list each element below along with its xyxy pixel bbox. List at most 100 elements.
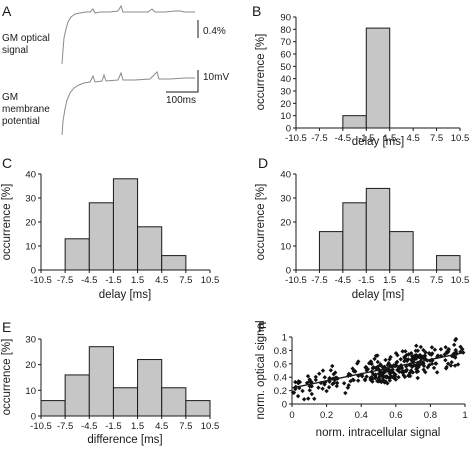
scatter-point (387, 371, 393, 376)
y-tick-label: 0.6 (274, 359, 287, 370)
regression-line (291, 351, 466, 389)
y-tick-label: 0.2 (274, 386, 287, 397)
scatter-point (415, 375, 420, 381)
scatter-point (414, 343, 419, 348)
histogram-bar (88, 202, 114, 271)
histogram-bar (137, 359, 163, 417)
y-tick-label: 60 (280, 50, 291, 61)
scatter-point (429, 345, 435, 350)
histogram-bar (40, 400, 66, 417)
optical-label-line-1: GM optical (2, 33, 50, 44)
optical-scale-label: 0.4% (203, 26, 226, 37)
scatter-point (317, 371, 322, 376)
scatter-point (320, 368, 326, 373)
scatter-point (300, 388, 305, 394)
histogram-bar (64, 238, 90, 271)
scatter-point (403, 349, 408, 354)
y-tick-label: 0 (31, 412, 36, 423)
scatter-point (406, 357, 411, 362)
y-tick-label: 50 (280, 62, 291, 73)
scatter-point (444, 364, 449, 370)
x-axis-label: norm. intracellular signal (316, 427, 441, 439)
y-tick-label: 70 (280, 37, 291, 48)
scatter-point (390, 367, 395, 372)
scatter-point (372, 356, 377, 362)
panel-letter-b: B (252, 3, 261, 19)
scatter-point (383, 374, 388, 380)
panel-a: A GM optical signal GM membrane potentia… (2, 3, 229, 136)
scatter-point (324, 388, 329, 394)
membrane-label-line-3: potential (2, 116, 40, 127)
scatter-point (421, 347, 426, 353)
histogram-bar (342, 202, 367, 271)
scatter-point (313, 377, 318, 383)
scatter-point (305, 373, 311, 379)
scatter-point (353, 369, 358, 374)
y-tick-label: 0 (282, 400, 287, 411)
scatter-point (432, 347, 438, 352)
scatter-point (350, 366, 355, 371)
x-tick-label: 0.4 (355, 410, 368, 421)
scatter-point (406, 352, 411, 357)
scatter-point (368, 360, 373, 365)
y-tick-label: 10 (280, 111, 291, 122)
scatter-point (322, 375, 327, 380)
scatter-point (330, 381, 335, 387)
x-tick-label: 1.5 (383, 275, 396, 286)
scatter-point (375, 365, 380, 371)
scatter-point (396, 375, 401, 380)
x-tick-label: 10.5 (451, 275, 470, 286)
x-tick-label: -10.5 (30, 421, 52, 432)
scatter-point (306, 396, 311, 401)
scatter-point (348, 378, 353, 384)
histogram-bar (365, 27, 391, 129)
x-tick-label: 0.2 (320, 410, 333, 421)
y-tick-label: 40 (280, 74, 291, 85)
histogram-bar (112, 387, 139, 417)
histogram-bar (137, 226, 163, 271)
scatter-point (307, 378, 312, 384)
scatter-point (375, 353, 380, 358)
histogram-bar (365, 187, 391, 271)
scatter-point (418, 362, 423, 367)
x-tick-label: -4.5 (81, 275, 97, 286)
x-tick-label: 4.5 (407, 275, 420, 286)
x-tick-label: -1.5 (358, 275, 374, 286)
x-tick-label: 7.5 (179, 421, 192, 432)
x-tick-label: 4.5 (155, 275, 168, 286)
scatter-point (334, 383, 339, 389)
x-tick-label: 10.5 (201, 275, 220, 286)
scatter-point (429, 352, 434, 357)
scatter-point (373, 376, 378, 381)
scatter-point (434, 370, 440, 375)
x-tick-label: 10.5 (451, 133, 470, 144)
scatter-point (452, 363, 458, 368)
scatter-point (415, 348, 421, 353)
scatter-point (383, 357, 388, 363)
x-tick-label: -7.5 (311, 275, 327, 286)
y-tick-label: 0 (286, 124, 291, 135)
scatter-point (400, 349, 405, 354)
x-tick-label: 0.6 (389, 410, 402, 421)
scatter-point (307, 388, 312, 393)
histogram-delay-d: D 0 10 20 30 40 -10.5 -7.5 -4.5 -1.5 1.5 4.5 7.5 10.5… (255, 155, 469, 301)
y-axis-label: norm. optical signal (255, 320, 267, 419)
x-tick-label: 4.5 (155, 421, 168, 432)
y-tick-label: 10 (280, 242, 291, 253)
histogram-delay-c: C 0 10 20 30 40 -10.5 -7.5 -4.5 -1.5 1.5 4.5 7.5 10.5… (1, 155, 219, 301)
panel-letter-a: A (2, 3, 12, 19)
x-tick-label: 1.5 (131, 275, 144, 286)
x-tick-label: 4.5 (407, 133, 420, 144)
scatter-normalized-f: F 0 0.2 0.4 0.6 0.8 1 0 0.2 0.4 0.6 0.8 1 norm. intra… (255, 319, 468, 439)
scatter-point (398, 357, 403, 362)
scatter-point (410, 370, 415, 375)
histogram-bar (161, 387, 187, 417)
scatter-point (458, 344, 463, 350)
scatter-point (431, 365, 437, 371)
histogram-bar (185, 400, 211, 417)
y-tick-label: 40 (25, 170, 36, 181)
y-tick-label: 40 (280, 170, 291, 181)
scatter-point (326, 385, 332, 390)
scatter-point (387, 363, 393, 368)
